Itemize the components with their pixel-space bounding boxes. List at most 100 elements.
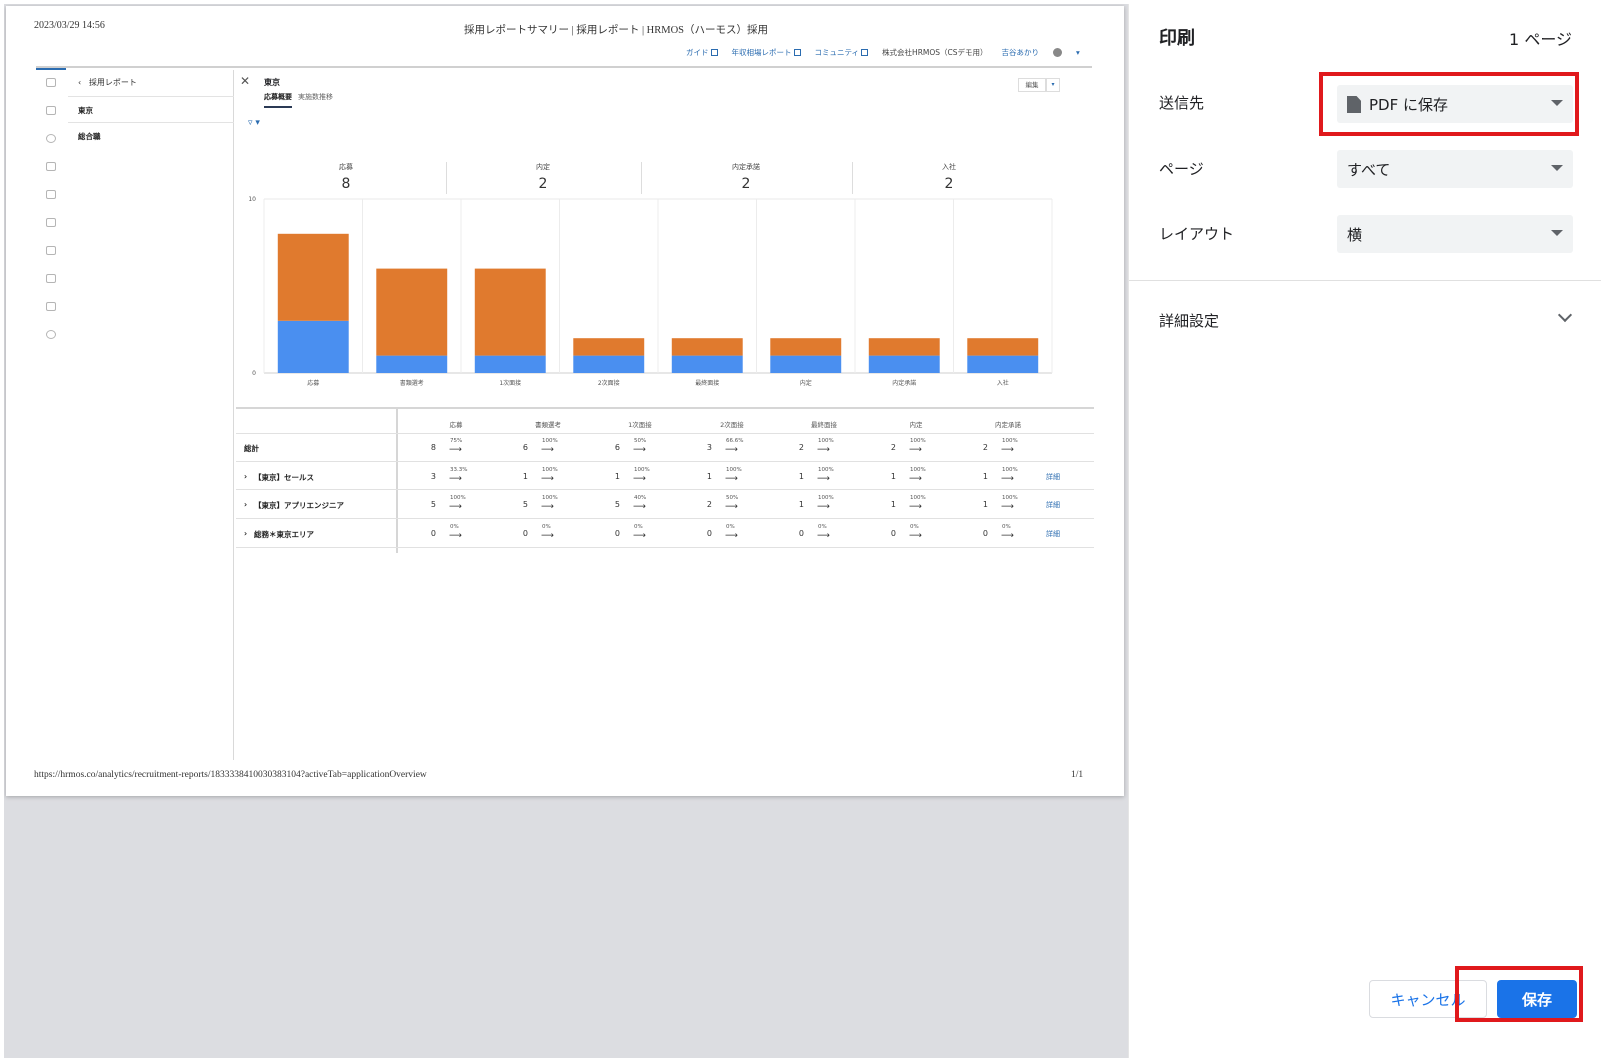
advanced-settings-toggle[interactable]: 詳細設定 bbox=[1159, 312, 1220, 330]
grid-icon bbox=[46, 78, 56, 87]
report-title: 東京 bbox=[264, 78, 280, 87]
page-count: 1 ページ bbox=[1509, 30, 1572, 49]
cell-value: 0 bbox=[706, 529, 712, 538]
expand-row-icon[interactable]: › bbox=[244, 472, 248, 481]
community-link: コミュニティ bbox=[815, 47, 869, 58]
bar-segment bbox=[868, 355, 940, 373]
conversion-rate: 100% bbox=[634, 467, 650, 473]
arrow-right-icon: ⟶ bbox=[449, 474, 462, 484]
column-header: 内定承諾 bbox=[995, 421, 1021, 429]
stat-applications: 応募 8 bbox=[339, 163, 353, 192]
person-icon bbox=[46, 162, 56, 171]
arrow-right-icon: ⟶ bbox=[725, 531, 738, 541]
edit-button: 編集 bbox=[1018, 78, 1046, 92]
chevron-down-icon: ▾ bbox=[1076, 47, 1080, 57]
print-header-datetime: 2023/03/29 14:56 bbox=[34, 20, 105, 31]
rail-active-indicator bbox=[36, 68, 66, 70]
table-row-divider bbox=[236, 489, 1094, 490]
layout-select[interactable]: 横 bbox=[1337, 215, 1573, 253]
caret-down-icon bbox=[1551, 165, 1563, 171]
stat-divider bbox=[641, 162, 642, 194]
arrow-right-icon: ⟶ bbox=[1001, 531, 1014, 541]
x-tick-label: 1次面接 bbox=[499, 379, 521, 387]
table-column-divider bbox=[396, 407, 398, 553]
destination-label: 送信先 bbox=[1159, 94, 1205, 112]
cell-value: 0 bbox=[982, 529, 988, 538]
cell-value: 2 bbox=[798, 443, 804, 452]
destination-select[interactable]: PDF に保存 bbox=[1337, 85, 1573, 123]
arrow-right-icon: ⟶ bbox=[817, 531, 830, 541]
conversion-rate: 0% bbox=[450, 524, 459, 530]
save-button[interactable]: 保存 bbox=[1497, 980, 1577, 1018]
expand-row-icon[interactable]: › bbox=[244, 500, 248, 509]
bar-segment bbox=[573, 355, 645, 373]
detail-link[interactable]: 詳細 bbox=[1046, 473, 1060, 481]
arrow-right-icon: ⟶ bbox=[541, 474, 554, 484]
bar-segment bbox=[868, 338, 940, 356]
column-header: 応募 bbox=[449, 421, 463, 429]
chevron-left-icon: ‹ bbox=[78, 78, 82, 87]
save-highlight bbox=[1455, 966, 1583, 1022]
conversion-rate: 100% bbox=[818, 438, 834, 444]
conversion-rate: 100% bbox=[542, 467, 558, 473]
column-header: 最終面接 bbox=[811, 421, 837, 429]
company-name: 株式会社HRMOS（CSデモ用） bbox=[882, 47, 988, 57]
user-icon bbox=[1053, 47, 1063, 57]
detail-link[interactable]: 詳細 bbox=[1046, 530, 1060, 538]
column-header: 内定 bbox=[909, 421, 923, 429]
bar-segment bbox=[376, 268, 448, 356]
table-row-divider bbox=[236, 461, 1094, 462]
detail-link[interactable]: 詳細 bbox=[1046, 501, 1060, 509]
conversion-rate: 0% bbox=[1002, 524, 1011, 530]
conversion-rate: 100% bbox=[726, 467, 742, 473]
bar-segment bbox=[573, 338, 645, 356]
stat-offers: 内定 2 bbox=[536, 163, 550, 192]
pages-select[interactable]: すべて bbox=[1337, 150, 1573, 188]
row-label: 【東京】セールス bbox=[254, 473, 314, 482]
cell-value: 1 bbox=[798, 500, 804, 509]
print-footer-url: https://hrmos.co/analytics/recruitment-r… bbox=[34, 770, 427, 780]
x-tick-label: 2次面接 bbox=[598, 379, 620, 387]
arrow-right-icon: ⟶ bbox=[909, 531, 922, 541]
close-icon: ✕ bbox=[240, 74, 251, 88]
user-name: 吉谷あかり bbox=[1001, 47, 1040, 57]
x-tick-label: 内定承諾 bbox=[892, 379, 916, 387]
bar-segment bbox=[967, 338, 1039, 356]
cell-value: 1 bbox=[982, 500, 988, 509]
print-preview-area[interactable]: 2023/03/29 14:56 採用レポートサマリー | 採用レポート | H… bbox=[4, 4, 1128, 1058]
table-row-divider bbox=[236, 518, 1094, 519]
arrow-right-icon: ⟶ bbox=[541, 531, 554, 541]
bar-segment bbox=[277, 320, 349, 373]
layout-label: レイアウト bbox=[1159, 225, 1235, 243]
arrow-right-icon: ⟶ bbox=[817, 474, 830, 484]
arrow-right-icon: ⟶ bbox=[1001, 445, 1014, 455]
chevron-down-icon[interactable] bbox=[1557, 307, 1573, 323]
conversion-rate: 100% bbox=[1002, 467, 1018, 473]
column-header: 1次面接 bbox=[628, 421, 652, 429]
conversion-rate: 100% bbox=[542, 495, 558, 501]
arrow-right-icon: ⟶ bbox=[541, 445, 554, 455]
bar-segment bbox=[770, 355, 842, 373]
cell-value: 5 bbox=[614, 500, 620, 509]
cell-value: 8 bbox=[430, 443, 436, 452]
conversion-rate: 50% bbox=[726, 495, 739, 501]
external-link-icon bbox=[793, 48, 801, 56]
cell-value: 3 bbox=[430, 472, 436, 481]
cancel-button[interactable]: キャンセル bbox=[1369, 980, 1487, 1018]
expand-row-icon[interactable]: › bbox=[244, 529, 248, 538]
conversion-rate: 75% bbox=[450, 438, 463, 444]
arrow-right-icon: ⟶ bbox=[633, 474, 646, 484]
conversion-rate: 100% bbox=[450, 495, 466, 501]
cell-value: 5 bbox=[522, 500, 528, 509]
tab-count-trend: 実施数推移 bbox=[298, 93, 333, 101]
bar-segment bbox=[671, 338, 743, 356]
table-top-divider bbox=[236, 407, 1094, 409]
file-icon bbox=[46, 302, 56, 311]
top-nav: ガイド 年収相場レポート コミュニティ 株式会社HRMOS（CSデモ用） 吉谷あ… bbox=[686, 46, 1080, 58]
header-divider bbox=[36, 66, 1092, 68]
report-nav-back: ‹ 採用レポート bbox=[78, 78, 137, 87]
report-nav-item-tokyo: 東京 bbox=[68, 96, 234, 122]
conversion-rate: 33.3% bbox=[450, 467, 468, 473]
cell-value: 2 bbox=[706, 500, 712, 509]
arrow-right-icon: ⟶ bbox=[909, 474, 922, 484]
